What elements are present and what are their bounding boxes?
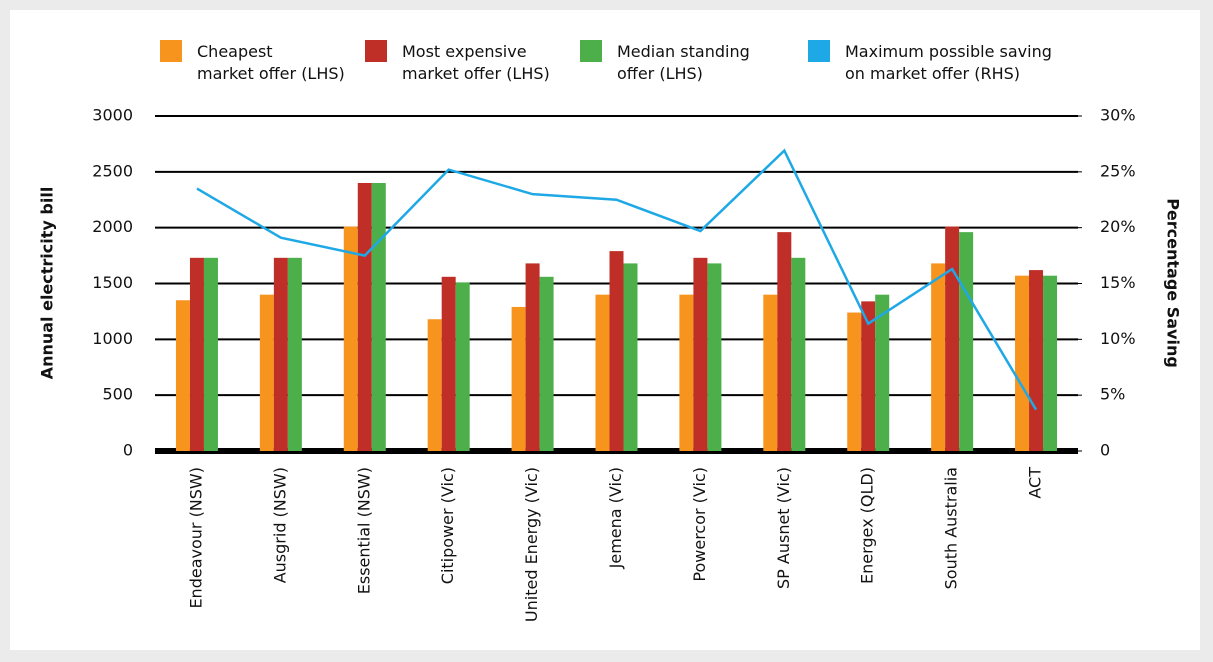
legend-swatch (365, 40, 387, 62)
bar (343, 226, 358, 451)
y-tick-label: 2000 (92, 217, 133, 236)
bar (1015, 275, 1030, 451)
y2-tick-label: 5% (1100, 385, 1125, 404)
x-tick-label: Energex (QLD) (858, 467, 877, 584)
bar (763, 294, 778, 451)
y-tick-label: 1000 (92, 329, 133, 348)
bar (371, 183, 386, 451)
bar (875, 294, 890, 451)
bar (609, 251, 624, 451)
legend-swatch (808, 40, 830, 62)
bar (945, 226, 960, 451)
x-tick-label: Jemena (Vic) (606, 467, 625, 569)
line (196, 148, 1038, 411)
x-tick-label: Endeavour (NSW) (186, 467, 205, 609)
legend-label: Maximum possible saving on market offer … (845, 42, 1052, 83)
bar (287, 257, 302, 451)
bar (259, 294, 274, 451)
x-tick-label: ACT (1026, 467, 1045, 499)
x-tick-label: SP Ausnet (Vic) (774, 467, 793, 589)
bar (441, 276, 456, 451)
x-tick-label: Ausgrid (NSW) (270, 467, 289, 583)
bar (539, 276, 554, 451)
bar (511, 306, 526, 451)
bar (273, 257, 288, 451)
bar (777, 232, 792, 451)
y-tick-label: 1500 (92, 273, 133, 292)
y2-tick-label: 10% (1100, 329, 1136, 348)
bar (679, 294, 694, 451)
y2-axis-title: Percentage Saving (1164, 198, 1183, 368)
y-axis-title: Annual electricity bill (38, 187, 57, 380)
bar (693, 257, 708, 451)
bar (931, 263, 946, 451)
y2-tick-label: 30% (1100, 106, 1136, 125)
bar (595, 294, 610, 451)
bar (357, 183, 372, 451)
legend-swatch (160, 40, 182, 62)
y-tick-label: 2500 (92, 161, 133, 180)
bar (203, 257, 218, 451)
bar (847, 312, 862, 451)
bar (959, 232, 974, 451)
y2-tick-label: 15% (1100, 273, 1136, 292)
bar (525, 263, 540, 451)
y2-tick-label: 0 (1100, 441, 1110, 460)
legend-label: Median standing offer (LHS) (617, 42, 750, 83)
bar (427, 319, 442, 451)
bar (189, 257, 204, 451)
bar (791, 257, 806, 451)
legend-label: Cheapest market offer (LHS) (197, 42, 345, 83)
legend-swatch (580, 40, 602, 62)
bar (623, 263, 638, 451)
bar (455, 282, 470, 451)
x-tick-label: Citipower (Vic) (438, 467, 457, 584)
y-tick-label: 500 (102, 385, 133, 404)
x-tick-label: South Australia (942, 467, 961, 589)
x-tick-label: United Energy (Vic) (522, 467, 541, 622)
bar (175, 300, 190, 451)
bar (707, 263, 722, 451)
y2-tick-label: 20% (1100, 217, 1136, 236)
y2-tick-label: 25% (1100, 161, 1136, 180)
y-tick-label: 3000 (92, 106, 133, 125)
y-tick-label: 0 (123, 441, 133, 460)
x-tick-label: Essential (NSW) (354, 467, 373, 594)
bar (1029, 270, 1044, 451)
bar (1043, 275, 1058, 451)
legend-label: Most expensive market offer (LHS) (402, 42, 550, 83)
x-tick-label: Powercor (Vic) (690, 467, 709, 582)
bar (861, 301, 876, 451)
